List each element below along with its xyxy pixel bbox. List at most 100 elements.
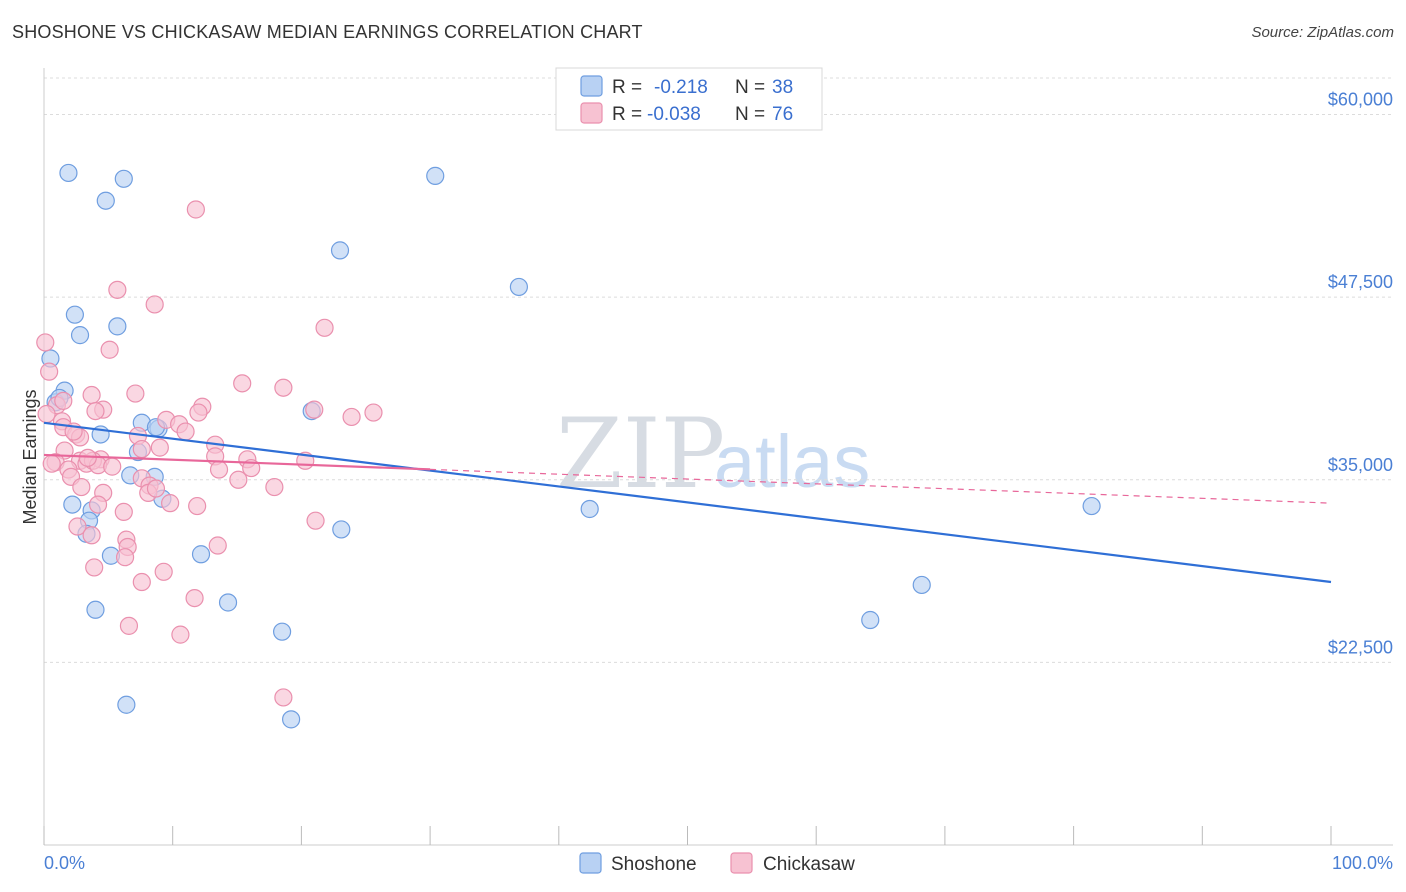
shoshone-point (117, 695, 136, 714)
chickasaw-point (119, 616, 139, 635)
shoshone-point (70, 326, 90, 345)
chickasaw-trend-line-extension (430, 468, 1332, 504)
shoshone-point (218, 593, 238, 612)
x-tick-label-min: 0.0% (44, 853, 85, 873)
chickasaw-point (189, 403, 208, 422)
shoshone-point (282, 710, 301, 729)
chickasaw-point (82, 526, 101, 545)
shoshone-point (332, 520, 351, 539)
chickasaw-point (208, 536, 227, 555)
chickasaw-r-label: R = (612, 104, 642, 125)
legend-shoshone-swatch (579, 852, 602, 874)
chickasaw-point (274, 688, 293, 707)
shoshone-swatch (580, 75, 603, 97)
chickasaw-point (68, 517, 87, 536)
chickasaw-point (186, 200, 205, 219)
chickasaw-point (100, 340, 119, 359)
chickasaw-n-label: N = (735, 104, 765, 125)
chickasaw-point (154, 562, 173, 581)
legend-chickasaw-label: Chickasaw (763, 854, 855, 875)
legend-chickasaw-swatch (730, 852, 753, 874)
chickasaw-trend-line (43, 453, 431, 471)
watermark-zip: ZIP (556, 398, 725, 510)
chart-title: SHOSHONE VS CHICKASAW MEDIAN EARNINGS CO… (12, 22, 643, 42)
chickasaw-point (306, 511, 325, 530)
chickasaw-n-value: 76 (772, 104, 793, 125)
shoshone-n-value: 38 (772, 77, 793, 98)
y-axis-label: Median Earnings (20, 389, 40, 524)
shoshone-r-label: R = (612, 77, 642, 98)
chickasaw-point (132, 439, 151, 459)
chickasaw-point (315, 318, 334, 337)
chickasaw-point (364, 403, 383, 422)
chickasaw-r-value: -0.038 (647, 104, 701, 125)
shoshone-point (59, 163, 78, 183)
chickasaw-point (126, 384, 145, 403)
x-axis-ticks (43, 826, 1332, 845)
chickasaw-point (209, 460, 229, 479)
chickasaw-point (233, 374, 252, 393)
chickasaw-point (229, 470, 248, 489)
chickasaw-point (265, 477, 284, 497)
chickasaw-point (185, 588, 204, 608)
y-tick-label: $35,000 (1328, 455, 1393, 475)
shoshone-point (86, 600, 105, 619)
shoshone-point (861, 610, 880, 630)
shoshone-point (63, 495, 82, 514)
stats-legend: R = -0.218 N = 38 R = -0.038 N = 76 (555, 67, 823, 131)
chickasaw-point (40, 362, 59, 381)
chickasaw-point (72, 477, 91, 497)
chickasaw-point (54, 391, 73, 410)
source-label: Source: ZipAtlas.com (1251, 24, 1394, 41)
chickasaw-swatch (580, 102, 603, 124)
gridlines (44, 77, 1393, 663)
chickasaw-point (145, 295, 164, 314)
chickasaw-point (188, 496, 207, 516)
shoshone-point (330, 241, 350, 260)
chickasaw-point (161, 494, 180, 513)
chickasaw-point (85, 558, 104, 577)
shoshone-trend-line (43, 421, 1332, 584)
shoshone-point (114, 169, 133, 188)
shoshone-point (426, 166, 445, 185)
shoshone-point (580, 499, 599, 519)
shoshone-point (912, 575, 931, 595)
shoshone-point (108, 317, 127, 336)
chickasaw-point (146, 479, 166, 498)
y-axis-tick-labels: $22,500 $35,000 $47,500 $60,000 (1328, 90, 1393, 658)
chickasaw-point (88, 495, 108, 514)
chickasaw-point (114, 502, 133, 522)
chickasaw-point (82, 385, 101, 405)
shoshone-point (191, 545, 211, 564)
chickasaw-point (37, 404, 56, 424)
shoshone-point (509, 277, 529, 297)
chickasaw-point (274, 378, 293, 397)
y-tick-label: $47,500 (1328, 272, 1393, 292)
chickasaw-point (103, 457, 122, 476)
trend-lines (43, 421, 1332, 584)
shoshone-point (1082, 496, 1101, 516)
chickasaw-point (150, 438, 169, 457)
shoshone-point (65, 305, 84, 324)
chickasaw-point (305, 400, 324, 419)
y-tick-label: $22,500 (1328, 637, 1393, 657)
shoshone-point (96, 191, 115, 210)
shoshone-r-value: -0.218 (654, 77, 708, 98)
chickasaw-point (42, 454, 61, 473)
x-tick-label-max: 100.0% (1332, 853, 1393, 873)
legend-shoshone-label: Shoshone (611, 854, 697, 875)
chickasaw-point (36, 333, 55, 352)
shoshone-point (272, 622, 292, 641)
chickasaw-point (171, 625, 190, 644)
chickasaw-point (86, 401, 105, 421)
series-legend: Shoshone Chickasaw (579, 852, 855, 875)
chickasaw-point (132, 572, 151, 592)
chickasaw-point (115, 548, 135, 567)
watermark-atlas: atlas (714, 420, 870, 503)
shoshone-n-label: N = (735, 77, 765, 98)
chickasaw-point (176, 422, 195, 441)
chickasaw-point (108, 280, 127, 299)
y-tick-label: $60,000 (1328, 90, 1393, 110)
chickasaw-point (342, 407, 361, 427)
